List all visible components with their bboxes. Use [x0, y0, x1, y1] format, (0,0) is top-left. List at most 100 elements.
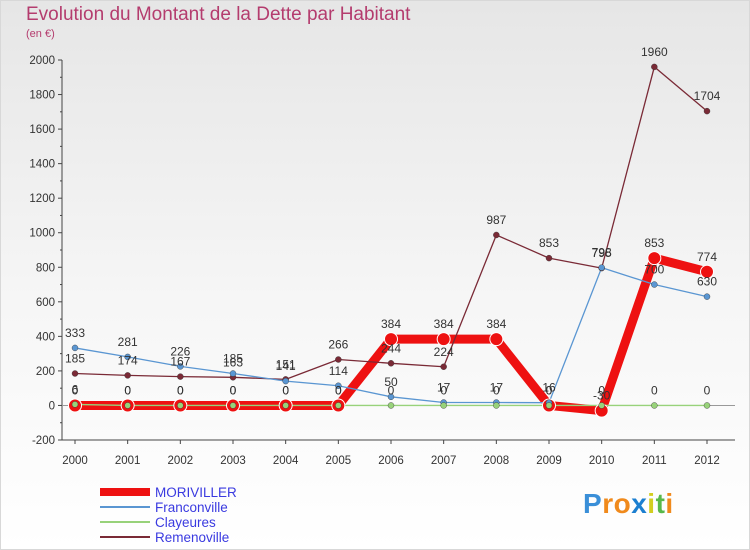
- data-label: 141: [276, 359, 296, 373]
- y-tick-label: -200: [32, 435, 55, 447]
- data-label: 0: [124, 383, 131, 397]
- series-point: [651, 402, 658, 409]
- data-label: 798: [592, 246, 612, 260]
- series-point: [436, 332, 451, 347]
- data-label: 185: [223, 352, 243, 366]
- proxiti-logo: Proxiti: [583, 488, 674, 520]
- series-point: [71, 401, 79, 408]
- series-point: [489, 332, 504, 347]
- data-label: 0: [546, 383, 553, 397]
- data-label: 384: [381, 317, 401, 331]
- series-point: [493, 402, 500, 409]
- series-point: [647, 251, 662, 266]
- series-point: [71, 370, 79, 377]
- data-label: 174: [118, 353, 138, 367]
- chart-subtitle: (en €): [26, 28, 55, 40]
- y-tick-label: 1400: [29, 159, 55, 171]
- data-label: 0: [651, 383, 658, 397]
- data-label: 333: [65, 326, 85, 340]
- data-label: 0: [72, 383, 79, 397]
- series-point: [384, 332, 398, 347]
- series-point: [651, 281, 658, 288]
- data-label: -30: [593, 389, 611, 403]
- data-label: 0: [704, 383, 711, 397]
- series-point: [177, 363, 184, 370]
- data-label: 17: [490, 381, 504, 395]
- y-tick-label: 1200: [29, 193, 55, 205]
- data-label: 0: [546, 383, 553, 397]
- y-tick-label: 600: [36, 297, 55, 309]
- series-point: [282, 377, 289, 385]
- y-tick-label: 200: [36, 366, 55, 378]
- series-point: [493, 231, 500, 239]
- data-label: 281: [118, 335, 138, 349]
- series-point: [651, 63, 658, 71]
- logo-letter: P: [583, 488, 603, 519]
- legend-label: Remenoville: [155, 530, 229, 545]
- series-point: [335, 382, 342, 389]
- data-label: 0: [230, 383, 237, 397]
- data-label: 700: [644, 263, 664, 277]
- x-tick-label: 2009: [536, 455, 562, 467]
- legend-label: MORIVILLER: [155, 485, 237, 500]
- logo-letter: t: [655, 488, 666, 519]
- y-tick-label: 1800: [29, 90, 55, 102]
- series-point: [124, 372, 131, 379]
- x-tick-label: 2008: [484, 455, 510, 467]
- series-point: [335, 402, 342, 409]
- series-point: [282, 402, 289, 409]
- data-label: 853: [539, 236, 559, 250]
- y-tick-label: 800: [36, 262, 55, 274]
- series-point: [229, 402, 237, 409]
- x-tick-label: 2007: [431, 455, 457, 467]
- series-point: [598, 264, 605, 271]
- data-label: 1704: [694, 89, 721, 103]
- x-tick-label: 2010: [589, 455, 615, 467]
- data-label: 167: [170, 355, 190, 369]
- series-point: [700, 264, 714, 279]
- data-label: 185: [65, 352, 85, 366]
- data-label: 163: [223, 355, 243, 369]
- logo-letter: r: [602, 488, 614, 519]
- data-label: 244: [381, 341, 401, 355]
- legend: MORIVILLERFranconvilleClayeuresRemenovil…: [100, 485, 237, 545]
- series-point: [71, 344, 79, 352]
- legend-label: Franconville: [155, 500, 228, 515]
- legend-label: Clayeures: [155, 515, 216, 530]
- data-label: 0: [282, 383, 289, 397]
- series-point: [545, 254, 553, 262]
- series-point: [703, 107, 711, 115]
- data-label: 0: [335, 383, 342, 397]
- series-point: [229, 370, 237, 377]
- data-label: 266: [328, 338, 348, 352]
- series-point: [545, 402, 553, 409]
- series-point: [387, 402, 395, 409]
- y-tick-label: 0: [49, 400, 55, 412]
- data-label: 0: [335, 383, 342, 397]
- x-tick-label: 2002: [168, 455, 194, 467]
- x-tick-label: 2003: [220, 455, 246, 467]
- y-tick-label: 1000: [29, 228, 55, 240]
- data-label: 384: [486, 317, 506, 331]
- data-label: 0: [230, 383, 237, 397]
- series-point: [387, 360, 395, 367]
- data-label: 226: [170, 344, 190, 358]
- series-point: [335, 356, 342, 363]
- data-label: 151: [276, 357, 296, 371]
- logo-letter: i: [647, 488, 656, 519]
- x-tick-label: 2001: [115, 455, 141, 467]
- data-label: 114: [329, 364, 348, 378]
- series-point: [387, 393, 395, 401]
- y-tick-label: 1600: [29, 124, 55, 136]
- logo-letter: x: [631, 488, 648, 519]
- data-label: 0: [440, 383, 447, 397]
- data-label: 0: [177, 383, 184, 397]
- data-label: 224: [434, 345, 454, 359]
- series-point: [703, 293, 711, 300]
- data-label: 17: [437, 381, 451, 395]
- series-points: [68, 63, 714, 418]
- data-label: 774: [697, 250, 717, 264]
- x-tick-label: 2006: [378, 455, 404, 467]
- y-tick-label: 400: [36, 331, 55, 343]
